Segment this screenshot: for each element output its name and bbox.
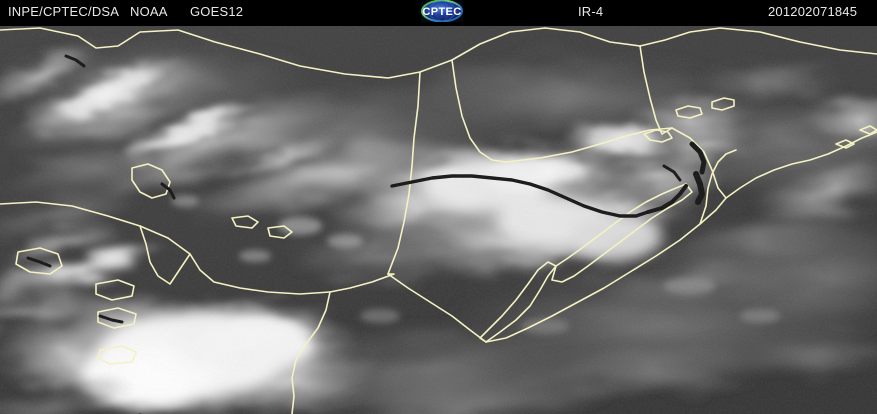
cptec-logo-text: CPTEC [422, 6, 461, 18]
cptec-logo-icon: CPTEC [421, 0, 463, 22]
satellite-label: GOES12 [190, 4, 244, 19]
source-label: INPE/CPTEC/DSA [8, 4, 120, 19]
scanline-overlay [0, 26, 877, 414]
sensor-grain-overlay [0, 26, 877, 414]
agency-label: NOAA [130, 4, 168, 19]
timestamp-label: 201202071845 [768, 4, 858, 19]
satellite-image-canvas [0, 26, 877, 414]
infrared-imagery [0, 26, 877, 414]
channel-label: IR-4 [578, 4, 604, 19]
image-header-bar: INPE/CPTEC/DSA NOAA GOES12 IR-4 20120207… [0, 0, 877, 26]
